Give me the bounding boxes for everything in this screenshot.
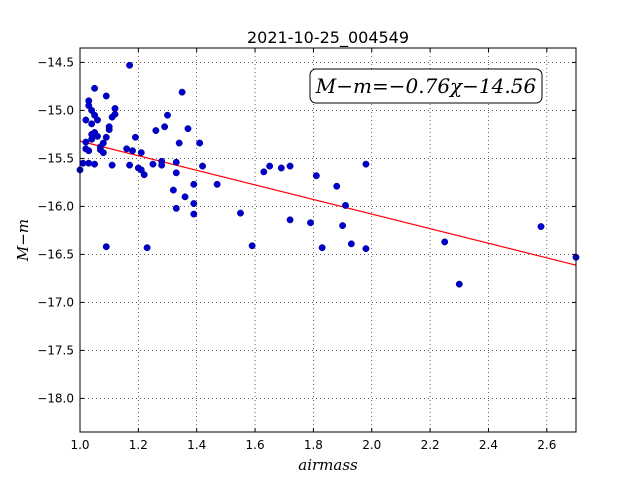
data-point bbox=[91, 84, 99, 92]
data-point bbox=[158, 161, 166, 169]
y-tick-label: −16.5 bbox=[37, 247, 74, 261]
data-point bbox=[99, 149, 107, 157]
data-point bbox=[286, 162, 294, 170]
data-point bbox=[318, 244, 326, 252]
data-point bbox=[237, 209, 244, 217]
fit-annotation-box: M−m=−0.76χ−14.56 bbox=[309, 68, 543, 104]
data-point bbox=[105, 123, 113, 131]
y-tick-label: −14.5 bbox=[37, 55, 74, 69]
x-tick-label: 1.8 bbox=[304, 438, 323, 452]
data-point bbox=[537, 223, 545, 231]
axis-ticks: 1.0 1.2 1.4 1.6 1.8 2.0 2.2 2.4 2.6 −14.5 −15.0 −15… bbox=[37, 48, 576, 452]
data-point bbox=[82, 138, 90, 146]
x-tick-label: 2.6 bbox=[537, 438, 556, 452]
y-tick-label: −15.5 bbox=[37, 151, 74, 165]
data-point bbox=[111, 110, 119, 118]
data-point bbox=[172, 169, 180, 177]
x-tick-label: 2.2 bbox=[421, 438, 440, 452]
x-tick-label: 1.0 bbox=[70, 438, 89, 452]
data-point bbox=[102, 92, 110, 100]
data-point bbox=[88, 135, 96, 143]
data-point bbox=[342, 201, 349, 209]
data-point bbox=[88, 120, 96, 128]
data-point bbox=[339, 222, 347, 230]
data-point bbox=[286, 216, 294, 224]
annotation-frame bbox=[309, 68, 543, 104]
plot-frame bbox=[79, 47, 577, 433]
chart-title: 2021-10-25_004549 bbox=[247, 28, 409, 48]
data-point bbox=[441, 238, 449, 246]
data-point bbox=[333, 182, 341, 190]
data-point bbox=[94, 132, 101, 140]
data-point bbox=[91, 160, 99, 168]
data-point bbox=[362, 245, 370, 253]
data-point bbox=[175, 139, 183, 147]
data-point bbox=[143, 244, 151, 252]
data-point bbox=[131, 133, 139, 141]
data-point bbox=[178, 88, 186, 96]
data-point bbox=[213, 180, 221, 188]
data-point bbox=[102, 243, 110, 251]
data-point bbox=[196, 139, 204, 147]
x-tick-label: 2.0 bbox=[362, 438, 381, 452]
data-point bbox=[85, 159, 93, 167]
data-point bbox=[126, 61, 134, 69]
data-point bbox=[102, 133, 110, 141]
grid-lines bbox=[79, 48, 576, 432]
data-point bbox=[79, 159, 87, 167]
data-point bbox=[184, 125, 192, 133]
data-point bbox=[164, 111, 171, 119]
data-point bbox=[169, 186, 177, 194]
fit-equation-annotation: M−m=−0.76χ−14.56 bbox=[315, 74, 537, 98]
data-point bbox=[260, 168, 268, 176]
data-point bbox=[362, 160, 370, 168]
data-point bbox=[190, 200, 198, 207]
y-axis-label: M−m bbox=[14, 219, 32, 262]
y-tick-label: −17.0 bbox=[37, 295, 74, 309]
data-point bbox=[126, 161, 134, 169]
data-point bbox=[82, 116, 90, 124]
x-tick-label: 1.6 bbox=[246, 438, 265, 452]
data-point bbox=[85, 147, 93, 155]
y-tick-label: −18.0 bbox=[37, 391, 74, 405]
data-point bbox=[161, 123, 169, 131]
x-tick-label: 2.4 bbox=[479, 438, 498, 452]
data-point bbox=[152, 127, 160, 135]
data-point bbox=[181, 193, 189, 201]
data-point bbox=[455, 280, 463, 288]
data-point bbox=[137, 149, 145, 157]
data-point bbox=[111, 105, 119, 112]
data-point bbox=[123, 145, 131, 153]
data-point bbox=[149, 160, 157, 168]
data-point bbox=[347, 240, 355, 248]
data-points bbox=[76, 61, 580, 288]
x-axis-label: airmass bbox=[298, 456, 358, 474]
x-tick-label: 1.2 bbox=[129, 438, 148, 452]
data-point bbox=[172, 204, 180, 212]
data-point bbox=[172, 158, 180, 166]
data-point bbox=[108, 161, 116, 169]
y-tick-label: −17.5 bbox=[37, 343, 74, 357]
data-point bbox=[307, 219, 314, 227]
y-tick-label: −16.0 bbox=[37, 199, 74, 213]
data-point bbox=[312, 172, 320, 180]
data-point bbox=[248, 242, 256, 250]
data-point bbox=[266, 162, 274, 170]
data-point bbox=[94, 116, 101, 124]
data-point bbox=[129, 147, 136, 155]
data-point bbox=[140, 171, 148, 179]
data-point bbox=[190, 180, 198, 188]
data-point bbox=[199, 162, 206, 170]
x-tick-label: 1.4 bbox=[187, 438, 206, 452]
y-tick-label: −15.0 bbox=[37, 103, 74, 117]
data-point bbox=[99, 139, 107, 147]
data-point bbox=[277, 164, 285, 172]
data-point bbox=[190, 210, 198, 218]
